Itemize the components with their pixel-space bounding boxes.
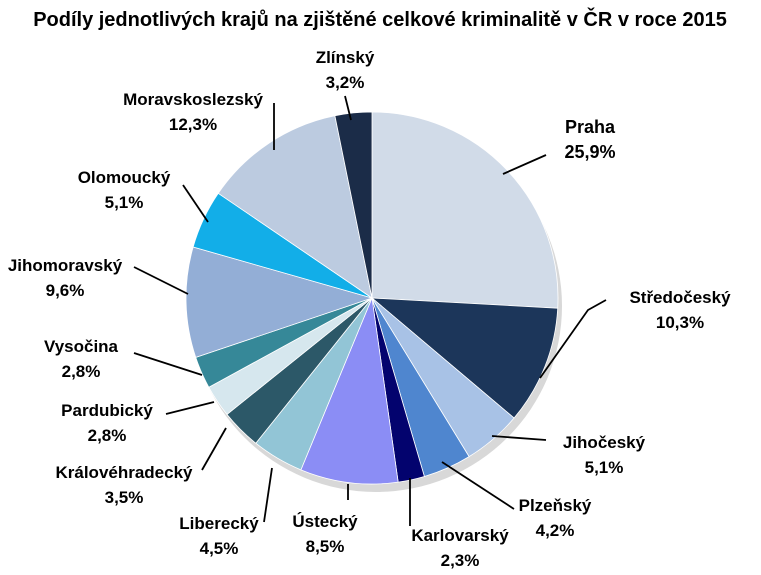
- leader-line-vysočina: [133, 352, 203, 376]
- slice-label-value: 10,3%: [656, 313, 704, 332]
- slice-label-name: Moravskoslezský: [123, 90, 263, 109]
- slice-label-name: Královéhradecký: [55, 463, 193, 482]
- slice-labels: Praha 25,9% Středočeský 10,3% Jihočeský 5,1% P…: [8, 48, 731, 570]
- pie-slice-moravskoslezský: [217, 115, 373, 299]
- slice-label-value: 3,2%: [326, 73, 365, 92]
- leader-line-pardubický: [165, 401, 215, 415]
- slice-label-name: Zlínský: [316, 48, 375, 67]
- leader-line-olomoucký: [182, 184, 209, 223]
- slice-label-value: 2,8%: [62, 362, 101, 381]
- slice-label-name: Pardubický: [61, 401, 153, 420]
- slice-label-value: 5,1%: [585, 458, 624, 477]
- pie-slice-praha: [371, 111, 559, 309]
- slice-label-name: Liberecký: [179, 514, 259, 533]
- slice-label-value: 3,5%: [105, 488, 144, 507]
- leader-line-středočeský: [539, 299, 607, 379]
- slice-label-value: 9,6%: [46, 281, 85, 300]
- slice-label-name: Plzeňský: [519, 496, 592, 515]
- slice-label-name: Středočeský: [629, 288, 731, 307]
- slice-label-value: 5,1%: [105, 193, 144, 212]
- pie-slices: [185, 111, 562, 492]
- slice-label-value: 12,3%: [169, 115, 217, 134]
- pie-slice-zlínský: [334, 111, 373, 299]
- slice-label-name: Ústecký: [292, 512, 358, 531]
- slice-label-name: Olomoucký: [78, 168, 171, 187]
- pie-slice-ústecký: [300, 296, 399, 485]
- slice-label-value: 25,9%: [564, 142, 615, 162]
- leader-line-plzeňský: [441, 461, 515, 510]
- pie-slice-jihomoravský: [185, 246, 374, 358]
- leader-line-liberecký: [263, 467, 273, 523]
- slice-label-name: Vysočina: [44, 337, 119, 356]
- slice-label-value: 2,8%: [88, 426, 127, 445]
- leader-line-jihočeský: [491, 435, 547, 441]
- leader-line-jihomoravský: [133, 266, 189, 295]
- slice-label-value: 2,3%: [441, 551, 480, 570]
- leader-line-královéhradecký: [201, 427, 227, 471]
- leader-line-praha: [502, 154, 547, 175]
- slice-label-name: Jihomoravský: [8, 256, 123, 275]
- slice-label-name: Karlovarský: [411, 526, 509, 545]
- pie-slice-středočeský: [370, 297, 559, 419]
- slice-label-value: 8,5%: [306, 537, 345, 556]
- slice-label-value: 4,2%: [536, 521, 575, 540]
- leader-line-zlínský: [344, 95, 352, 121]
- chart-title: Podíly jednotlivých krajů na zjištěné ce…: [33, 7, 727, 31]
- slice-label-name: Praha: [565, 117, 616, 137]
- slice-label-name: Jihočeský: [563, 433, 646, 452]
- slice-label-value: 4,5%: [200, 539, 239, 558]
